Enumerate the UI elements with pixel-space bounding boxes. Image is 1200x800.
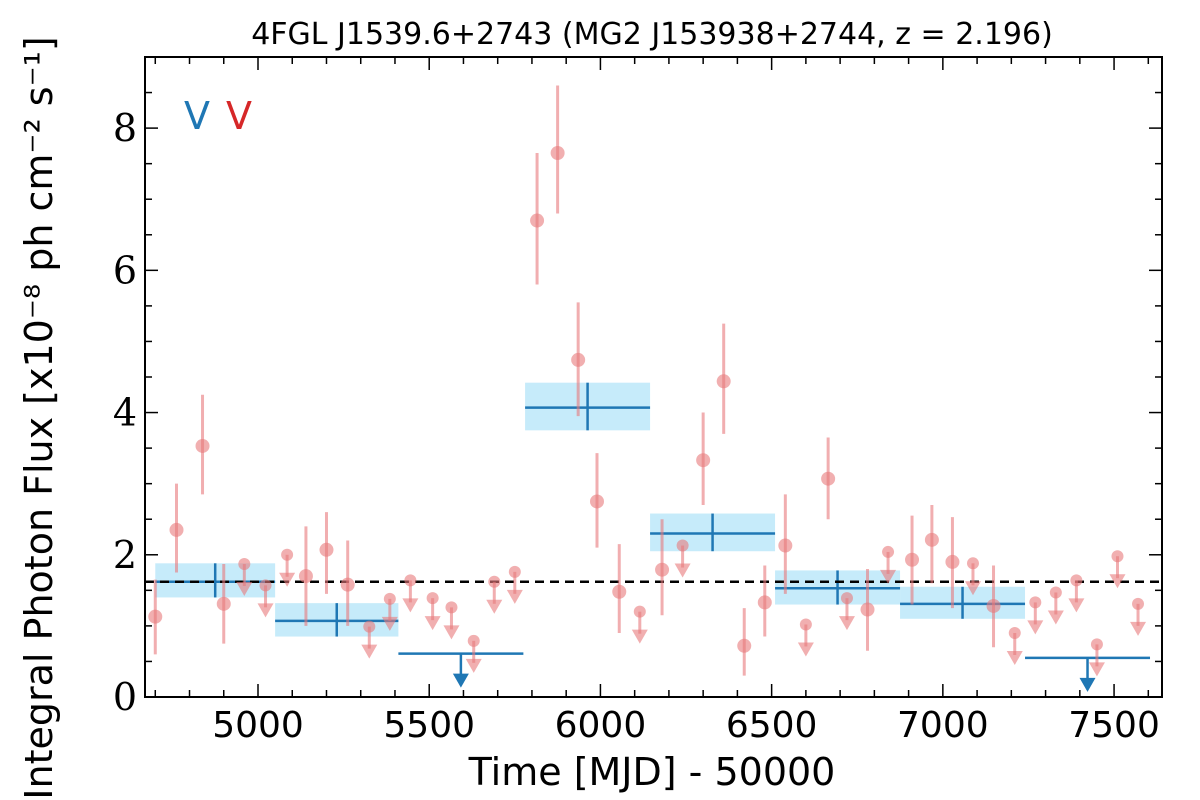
monthly-upper-limit-cap [882,545,895,558]
yearly-upper-limit-arrow [452,673,469,688]
monthly-point [298,569,313,584]
monthly-upper-limit-arrow [1027,620,1044,635]
monthly-upper-limit-arrow [1109,574,1126,589]
monthly-upper-limit-arrow [236,582,253,597]
x-tick-label: 6500 [726,705,818,746]
monthly-upper-limit-arrow [424,616,441,631]
monthly-upper-limit-cap [445,601,458,614]
monthly-point [924,532,939,547]
chart-title: 4FGL J1539.6+2743 (MG2 J153938+2744, z =… [251,17,1053,52]
monthly-upper-limit-cap [1132,597,1145,610]
monthly-upper-limit-cap [1111,550,1124,563]
monthly-upper-limit-arrow [964,581,981,596]
variability-flag-yearly: V [184,94,210,138]
monthly-upper-limit-arrow [1088,662,1105,677]
monthly-upper-limit-arrow [1068,598,1085,613]
x-axis-label: Time [MJD] - 50000 [468,750,836,794]
monthly-point [195,438,210,453]
monthly-upper-limit-arrow [279,572,296,587]
x-tick-label: 5500 [383,705,475,746]
monthly-upper-limit-cap [633,605,646,618]
monthly-point [757,595,772,610]
monthly-point [550,146,565,160]
monthly-upper-limit-arrow [1130,621,1147,636]
y-axis-label: Integral Photon Flux [x10⁻⁸ ph cm⁻² s⁻¹] [17,36,61,799]
monthly-upper-limit-arrow [631,629,648,644]
monthly-upper-limit-cap [676,539,689,552]
monthly-point [612,584,627,599]
monthly-upper-limit-arrow [443,625,460,640]
y-tick-label: 4 [113,391,137,435]
monthly-point [530,213,545,228]
monthly-point [905,552,920,567]
plot-axes: 5000 5500 6000 6500 7000 7500 0 2 4 6 8 [113,56,1163,746]
monthly-point [716,374,731,389]
monthly-upper-limit-cap [1070,574,1083,587]
monthly-point [696,453,711,468]
monthly-upper-limit-cap [1049,586,1062,599]
monthly-upper-limit-cap [363,620,376,633]
y-tick-label: 8 [113,106,137,150]
monthly-upper-limit-cap [426,592,439,605]
monthly-point [860,602,875,617]
monthly-point [737,638,752,653]
monthly-upper-limit-cap [1008,627,1021,639]
variability-flag-monthly: V [226,94,252,138]
y-tick-label: 2 [113,533,137,577]
monthly-upper-limit-cap [467,634,480,647]
monthly-point [319,542,334,557]
y-tick-label: 0 [113,675,137,719]
yearly-bin-bands [155,382,1026,637]
monthly-point [778,538,793,553]
monthly-upper-limit-cap [1029,596,1042,609]
monthly-point [655,562,670,577]
monthly-point [169,522,184,537]
monthly-point [216,596,231,611]
y-tick-label: 6 [113,248,137,292]
monthly-upper-limit-cap [840,592,853,605]
monthly-point [945,554,960,569]
monthly-upper-limit-cap [238,558,251,571]
monthly-point [340,577,355,592]
monthly-upper-limit-arrow [838,616,855,631]
monthly-upper-limit-cap [799,618,812,631]
monthly-point [571,352,586,367]
monthly-upper-limit-arrow [1006,651,1023,665]
monthly-point [821,471,836,486]
monthly-upper-limit-arrow [486,599,503,614]
monthly-upper-limit-arrow [506,589,523,604]
monthly-points [148,85,1147,677]
monthly-upper-limit-cap [404,574,417,587]
monthly-point [590,494,604,509]
monthly-upper-limit-cap [966,557,979,570]
monthly-upper-limit-arrow [361,644,378,659]
monthly-point [986,598,1001,613]
monthly-upper-limit-arrow [880,569,897,584]
monthly-upper-limit-arrow [381,616,398,631]
monthly-upper-limit-arrow [257,603,274,618]
monthly-upper-limit-cap [383,592,396,605]
monthly-upper-limit-cap [259,579,272,592]
monthly-upper-limit-cap [508,565,521,578]
monthly-upper-limit-cap [488,575,501,588]
monthly-upper-limit-arrow [402,598,419,613]
monthly-upper-limit-arrow [465,658,482,673]
monthly-upper-limit-arrow [674,563,691,578]
monthly-upper-limit-cap [1090,638,1103,651]
monthly-upper-limit-arrow [797,642,814,657]
monthly-upper-limit-arrow [1047,610,1064,625]
x-tick-label: 7500 [1068,705,1160,746]
x-tick-label: 6000 [555,705,647,746]
monthly-upper-limit-cap [281,548,294,561]
x-tick-label: 7000 [897,705,989,746]
yearly-upper-limit-arrow [1079,677,1096,692]
monthly-point [148,609,163,624]
x-tick-label: 5000 [212,705,304,746]
